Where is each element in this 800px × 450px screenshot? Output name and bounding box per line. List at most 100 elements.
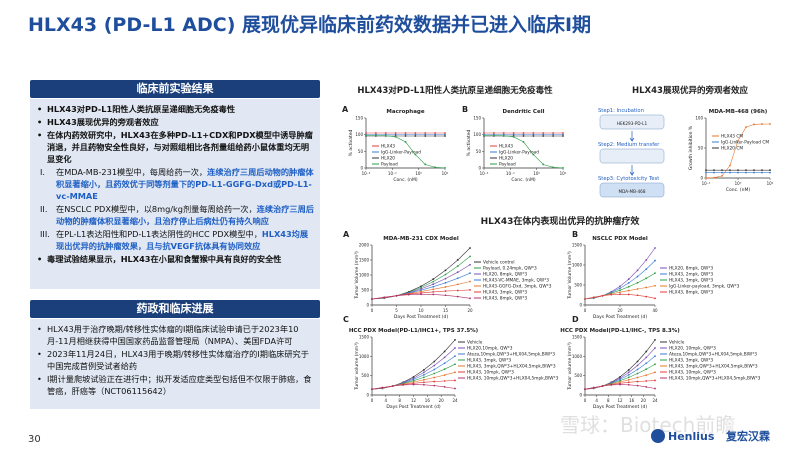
- marker: [469, 297, 471, 300]
- y-axis-label: Tumor Volume (mm³): [354, 251, 360, 300]
- x-tick-label: 20: [439, 398, 445, 403]
- legend-label: HLX20, 8mpk, QW*3: [669, 266, 713, 272]
- legend-label: HLX43, 3mpk, QW*3: [467, 358, 511, 364]
- step-label: Step2: Medium transfer: [598, 142, 660, 148]
- arrow: [629, 131, 635, 143]
- axis: [371, 337, 455, 396]
- legend-label: Vehicle: [467, 340, 483, 346]
- legend-label: HLX20,10mpk, QW*3: [467, 346, 513, 352]
- legend-label: Payload: [499, 162, 516, 168]
- curve: [371, 384, 456, 390]
- panel-letter: D: [572, 315, 579, 324]
- legend-label: HLX43, 10mpk,QW*3+HLX04,5mpk,BIW*3: [669, 376, 761, 382]
- legend-label: HLX43, 8mpk, QW*3: [669, 290, 713, 296]
- axis: [584, 245, 655, 306]
- logo-cn: 复宏汉霖: [725, 429, 770, 443]
- y-tick-label: 0: [366, 393, 369, 398]
- y-tick-label: 500: [574, 283, 582, 288]
- panel-letter: C: [343, 315, 349, 324]
- y-tick-label: 1500: [359, 335, 370, 340]
- figure-title: HLX43展现优异的旁观者效应: [632, 85, 748, 96]
- cell-label: HEK293-PD-L1: [617, 121, 648, 126]
- marker: [654, 387, 656, 390]
- legend-label: HLX43, 2mpk, QW*3: [669, 272, 713, 278]
- bullet-item: HLX43展现优异的旁观者效应: [36, 116, 314, 128]
- marker: [654, 297, 656, 300]
- y-tick-label: 1500: [359, 258, 370, 263]
- panel-letter: A: [343, 230, 350, 239]
- legend-label: HLX43, 3mpk, QW*3: [669, 278, 713, 284]
- panel-title: NSCLC PDX Model: [592, 236, 648, 242]
- highlight-text: 连续治疗三周后动物的肿瘤体积显著缩小，且药效优于同等剂量下的PD-L1-GGFG…: [56, 167, 314, 201]
- legend-label: IgG-Linker-payload, 3mpk, QW*3: [669, 284, 740, 290]
- x-tick-label: 0: [371, 308, 374, 313]
- x-tick-label: 0: [584, 398, 587, 403]
- y-tick-label: 0: [360, 166, 363, 171]
- curve: [584, 384, 656, 390]
- x-tick-label: 10²: [767, 181, 774, 186]
- x-tick-label: 10⁻²: [506, 171, 515, 176]
- y-axis-label: Tumor volume (mm³): [354, 342, 360, 391]
- x-axis-label: Days Post Treatment (d): [593, 314, 647, 320]
- panel-title: MDA-MB-468 (96h): [709, 109, 768, 115]
- watermark: 雪球：Biotech前瞻: [560, 413, 735, 437]
- x-tick-label: 40: [652, 308, 658, 313]
- x-tick-label: 12: [411, 398, 417, 403]
- legend-label: HLX43, 10mpk, QW*3: [467, 370, 514, 376]
- x-tick-label: 10⁰: [735, 181, 742, 186]
- y-tick-label: 1000: [572, 263, 583, 268]
- item-marker: II.: [40, 204, 48, 214]
- y-tick-label: 1500: [572, 243, 583, 248]
- legend-label: HLX43, 3mpk, QW*3: [483, 290, 527, 296]
- item-marker: III.: [40, 229, 50, 239]
- x-tick-label: 16: [629, 398, 635, 403]
- legend-label: HLX43, 3mpk, QW*3: [669, 358, 713, 364]
- x-tick-label: 5: [395, 308, 398, 313]
- curve: [584, 260, 656, 300]
- axis: [483, 118, 563, 169]
- y-tick-label: 2000: [359, 243, 370, 248]
- panel-letter: B: [572, 230, 578, 239]
- legend-label: IgG-Linker-Payload: [381, 150, 421, 156]
- x-tick-label: 10²: [560, 171, 567, 176]
- regulatory-box: HLX43用于治疗晚期/转移性实体瘤的I期临床试验申请已于2023年10月-11…: [30, 319, 320, 409]
- legend-label: HLX43: [381, 144, 395, 150]
- x-tick-label: 20: [617, 308, 623, 313]
- legend-label: HLX20, 10mpk, QW*3: [669, 346, 716, 352]
- legend-label: HLX43, 3mpk,QW*3+HLX04,5mpk,BIW*3: [669, 364, 758, 370]
- section-heading: 临床前实验结果: [30, 80, 320, 98]
- x-tick-label: 0: [371, 398, 374, 403]
- curve: [484, 135, 564, 169]
- y-tick-label: 1000: [359, 354, 370, 359]
- y-tick-label: 500: [361, 373, 369, 378]
- section-heading: 药政和临床进展: [30, 300, 320, 318]
- logo-mark: [651, 429, 665, 443]
- x-tick-label: 24: [652, 398, 658, 403]
- item-text: 在PL-L1表达阳性和PD-L1表达阴性的HCC PDX模型中，: [56, 229, 262, 239]
- curve: [366, 135, 446, 169]
- arrow: [629, 165, 635, 177]
- x-axis-label: Days Post Treatment (d): [386, 404, 440, 410]
- y-tick-label: 150: [355, 116, 363, 121]
- x-tick-label: 8: [607, 398, 610, 403]
- y-tick-label: 500: [361, 288, 369, 293]
- item-text: 在MDA-MB-231模型中，每周给药一次，: [56, 167, 208, 177]
- y-tick-label: 1500: [572, 335, 583, 340]
- legend-label: HLX43, 10mpk, QW*3: [669, 370, 716, 376]
- legend-label: HLX43: [499, 144, 513, 150]
- well: [599, 148, 665, 164]
- panel-title: MDA-MB-231 CDX Model: [383, 236, 459, 242]
- axis: [371, 245, 470, 306]
- panel-title: HCC PDX Model(PD-L1/IHC-, TPS 8.3%): [560, 328, 680, 334]
- x-tick-label: 16: [425, 398, 431, 403]
- x-tick-label: 10⁻⁴: [480, 171, 489, 176]
- legend-label: HLX20, 8mpk, QW*3: [483, 272, 527, 278]
- slide-title: HLX43 (PD-L1 ADC) 展现优异临床前药效数据并已进入临床I期: [28, 14, 592, 36]
- item-text: HLX43展现优异的旁观者效应: [47, 117, 159, 127]
- step-label: Step1: Incubation: [598, 108, 644, 114]
- legend-label: HLX43, 8mpk, QW*3: [483, 296, 527, 302]
- x-axis-label: Conc. (nM): [511, 177, 536, 183]
- figure-title: HLX43对PD-L1阳性人类抗原呈递细胞无免疫毒性: [357, 85, 553, 96]
- panel-title: Dendritic Cell: [503, 109, 545, 115]
